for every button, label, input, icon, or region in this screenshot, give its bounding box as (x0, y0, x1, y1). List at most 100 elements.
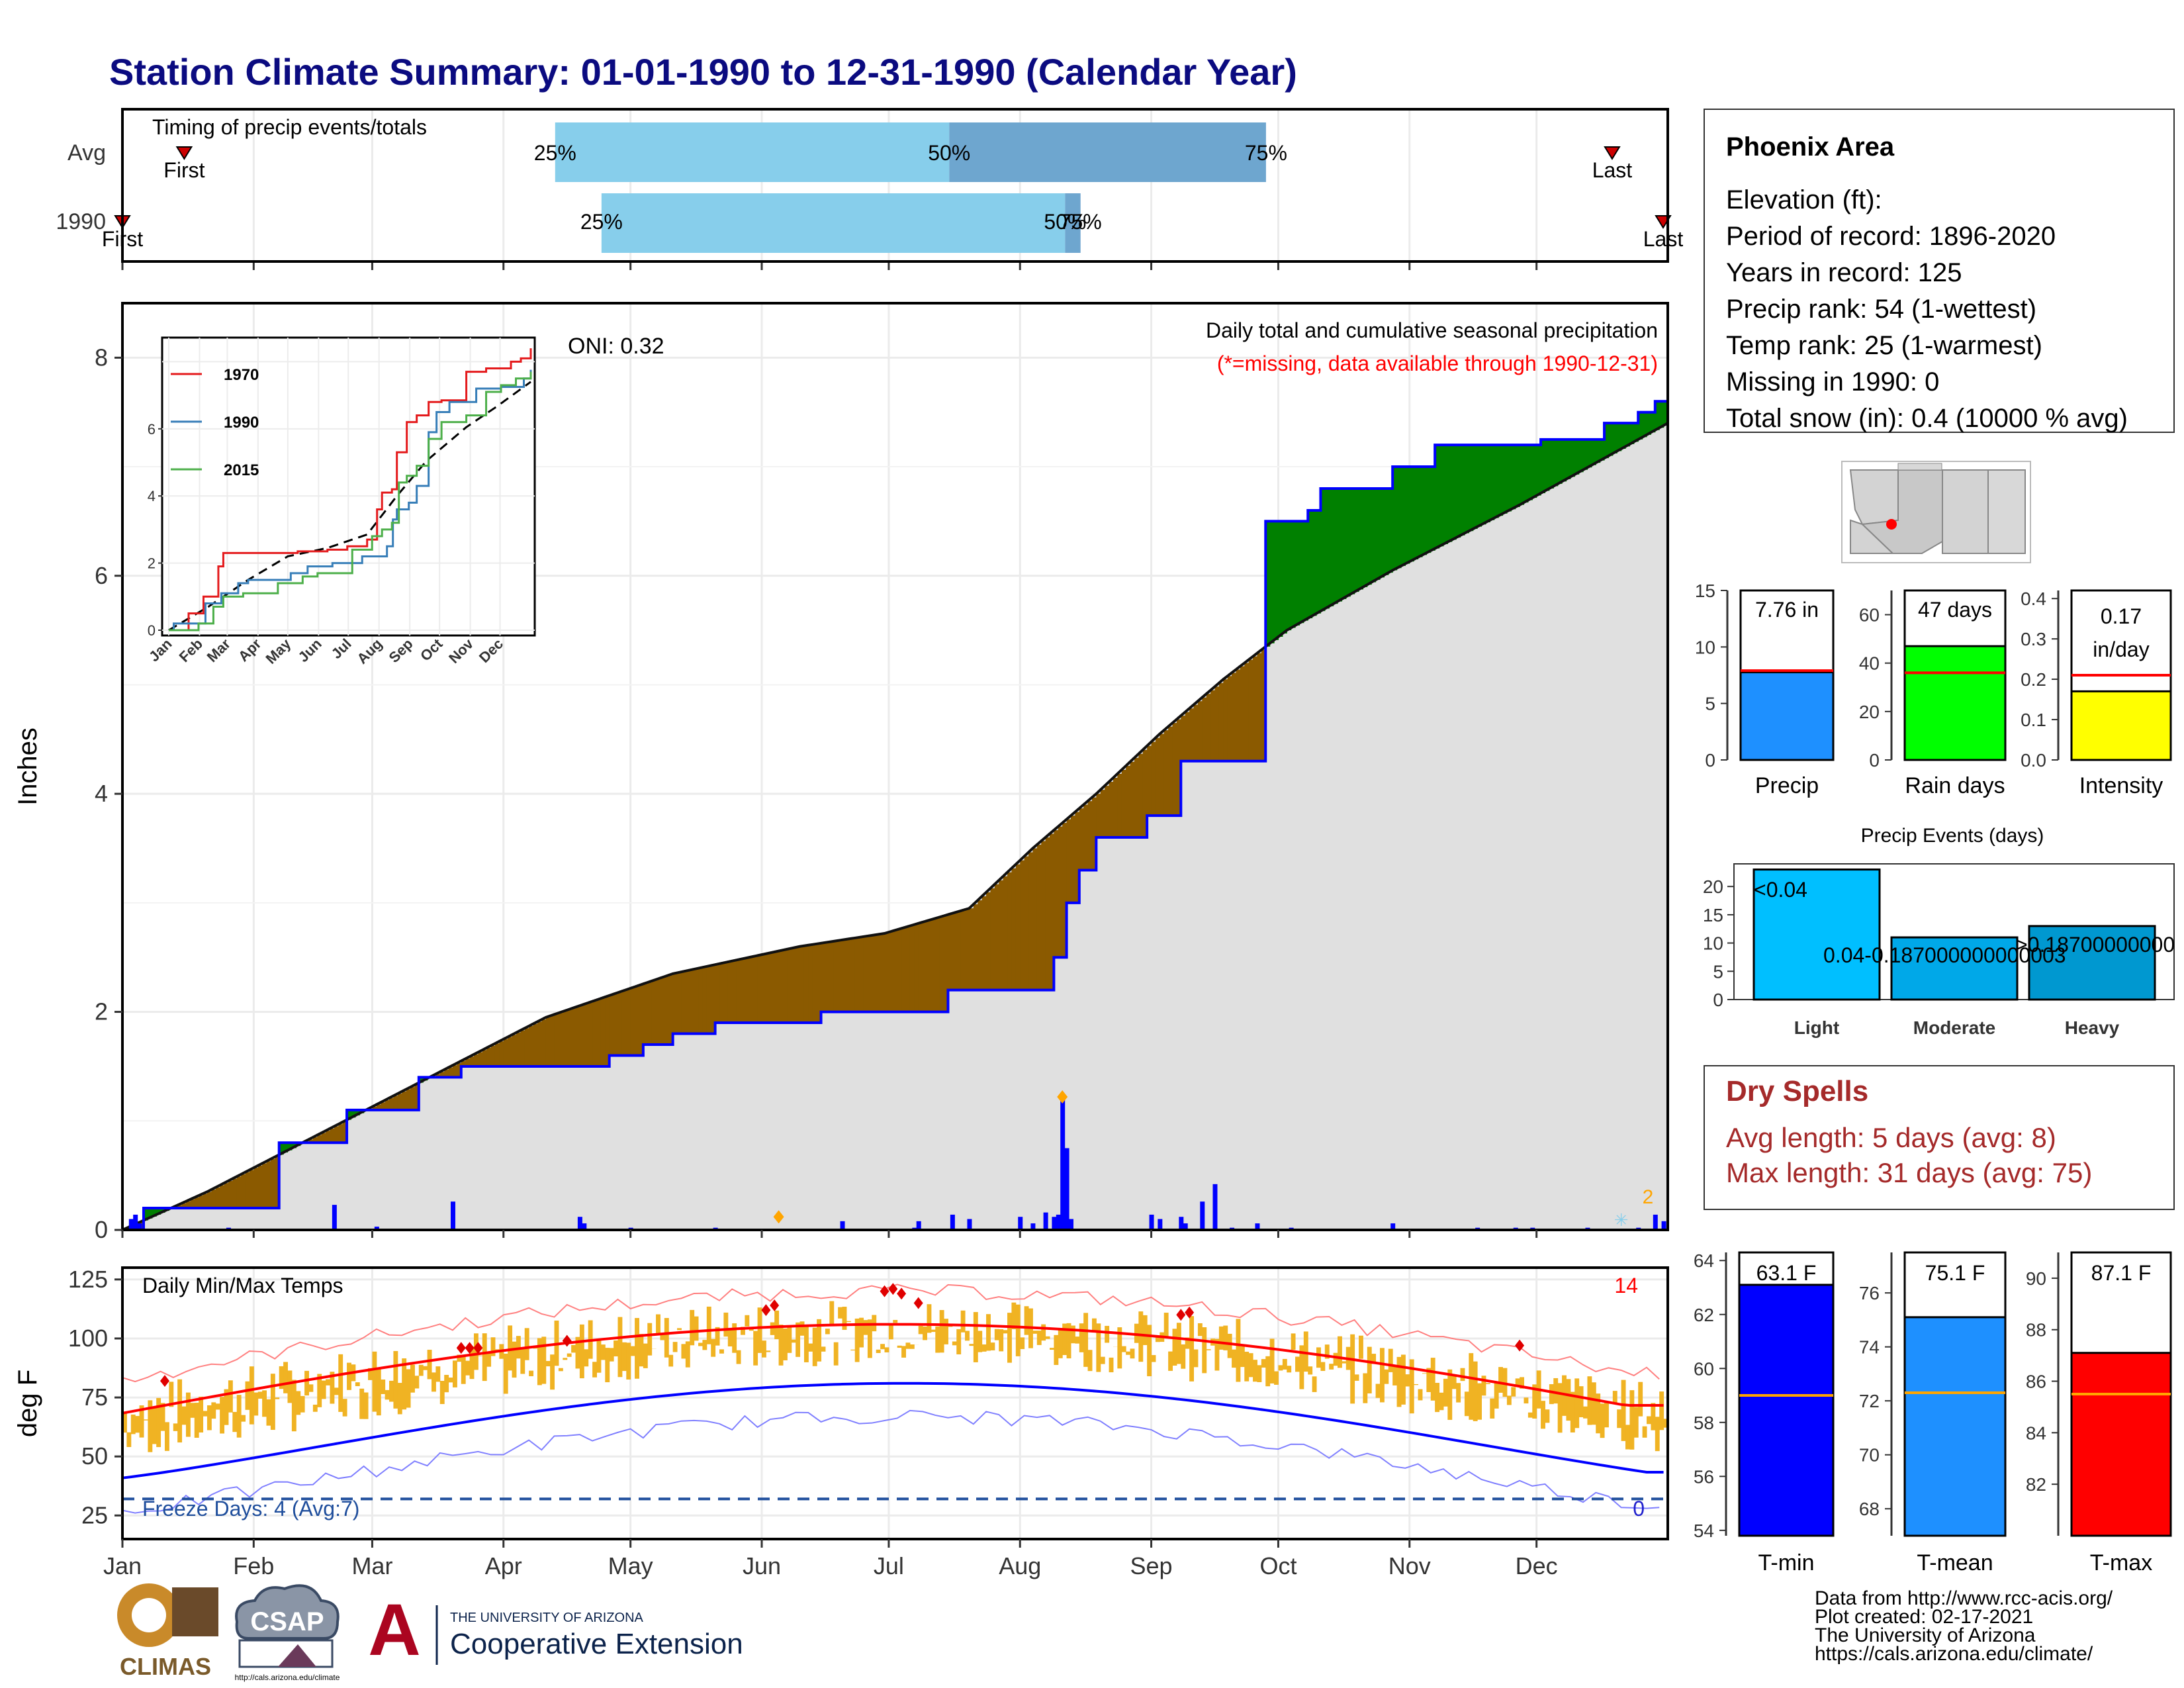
daily-temp-range (1405, 1374, 1410, 1387)
daily-temp-range (1126, 1351, 1131, 1355)
deficit-fill (1202, 697, 1207, 761)
daily-precip-bar (1158, 1219, 1163, 1230)
row-label-1990: 1990 (56, 209, 106, 234)
daily-temp-range (1384, 1369, 1389, 1384)
deficit-fill (905, 927, 911, 1012)
surplus-fill (1367, 489, 1372, 585)
deficit-fill (677, 972, 682, 1034)
daily-temp-range (1566, 1379, 1571, 1421)
deficit-fill (1050, 833, 1054, 990)
deficit-fill (257, 1165, 263, 1209)
daily-temp-range (486, 1352, 492, 1367)
surplus-fill (1485, 445, 1490, 523)
daily-temp-range (1308, 1366, 1313, 1375)
daily-temp-range (181, 1406, 187, 1425)
p75-label: 75% (1245, 141, 1287, 165)
surplus-fill (152, 1208, 157, 1217)
tempbar-tick-label: 90 (2026, 1268, 2046, 1289)
deficit-fill (520, 1030, 525, 1066)
surplus-fill (1282, 521, 1287, 634)
daily-temp-range (524, 1328, 529, 1360)
climas-wordmark: CLIMAS (120, 1653, 211, 1680)
daily-temp-range (753, 1331, 758, 1366)
daily-temp-range (558, 1368, 563, 1372)
daily-temp-range (672, 1342, 678, 1352)
precip-summary-tick-label: 0 (1705, 750, 1715, 771)
daily-temp-range (702, 1340, 707, 1350)
deficit-fill (931, 919, 936, 1012)
daily-temp-range (190, 1403, 195, 1418)
deficit-fill (381, 1102, 386, 1110)
inset-ytick: 6 (148, 421, 156, 438)
tempbar-tick-label: 74 (1859, 1337, 1880, 1358)
daily-temp-range (1443, 1378, 1448, 1407)
summary-bars: 0 5 10 15 7.76 in Precip 0 20 40 60 47 days Rain da… (1695, 581, 2184, 798)
daily-temp-range (1651, 1403, 1656, 1430)
surplus-fill (1612, 423, 1617, 454)
deficit-fill (600, 998, 606, 1066)
daily-temp-range (1612, 1391, 1617, 1405)
deficit-fill (647, 982, 653, 1045)
daily-temp-range (1430, 1358, 1435, 1401)
daily-temp-range (342, 1399, 347, 1417)
daily-temp-range (423, 1366, 428, 1370)
daily-temp-range (1515, 1378, 1520, 1386)
normal-max-line (122, 1323, 1664, 1415)
surplus-fill (1451, 445, 1457, 540)
daily-temp-range (512, 1341, 517, 1378)
daily-temp-range (757, 1307, 762, 1353)
daily-temp-range (245, 1381, 250, 1410)
daily-temp-range (283, 1362, 288, 1393)
daily-temp-range (347, 1362, 351, 1390)
locator-map (1841, 461, 2031, 563)
record-diamond (1057, 1090, 1068, 1104)
surplus-fill (1354, 489, 1359, 592)
daily-temp-range (990, 1342, 995, 1350)
daily-temp-range (359, 1388, 365, 1419)
deficit-fill (516, 1032, 521, 1066)
footer-line: The University of Arizona (1815, 1624, 2036, 1646)
daily-temp-range (1155, 1336, 1160, 1342)
daily-temp-range (778, 1325, 784, 1366)
daily-temp-range (152, 1407, 157, 1444)
surplus-fill (1553, 439, 1559, 487)
events-bar-heavy (2028, 925, 2156, 1001)
surplus-fill (1524, 445, 1529, 503)
events-bar-light (1752, 868, 1881, 1001)
daily-temp-range (656, 1314, 660, 1333)
deficit-fill (1257, 653, 1262, 761)
station-info-line: Period of record: 1896-2020 (1726, 222, 2056, 251)
deficit-fill (872, 935, 877, 1012)
deficit-fill (1227, 676, 1232, 761)
avg-cumulative-area (122, 423, 1668, 1230)
surplus-fill (1591, 439, 1596, 465)
timing-bar-50-75 (1065, 193, 1081, 253)
daily-temp-range (156, 1397, 161, 1448)
station-name: Phoenix Area (1726, 132, 1895, 162)
daily-temp-range (1278, 1365, 1283, 1371)
deficit-fill (389, 1098, 394, 1110)
deficit-fill (596, 1000, 602, 1066)
deficit-fill (1151, 741, 1156, 816)
surplus-fill (1502, 445, 1508, 514)
deficit-fill (761, 955, 766, 1023)
daily-temp-range (1287, 1366, 1292, 1373)
deficit-fill (787, 949, 792, 1023)
record-high-diamond (880, 1285, 889, 1297)
daily-temp-range (1202, 1327, 1207, 1374)
surplus-fill (1359, 489, 1363, 590)
intensity-unit-label: in/day (2093, 637, 2149, 661)
daily-precip-bar (1653, 1214, 1658, 1230)
daily-temp-range (1248, 1353, 1253, 1378)
deficit-fill (626, 990, 631, 1056)
surplus-fill (1490, 445, 1495, 520)
last-marker-label: Last (1643, 227, 1684, 251)
daily-temp-range (1109, 1357, 1114, 1373)
surplus-fill (1291, 521, 1296, 628)
deficit-fill (863, 936, 868, 1012)
daily-temp-range (1371, 1354, 1377, 1364)
deficit-fill (579, 1006, 584, 1066)
daily-temp-range (1253, 1360, 1257, 1382)
precip-panel: ✳ 0 2 4 6 8 Daily total and cumulative seaso… (13, 302, 1669, 1243)
daily-temp-range (1379, 1348, 1385, 1403)
